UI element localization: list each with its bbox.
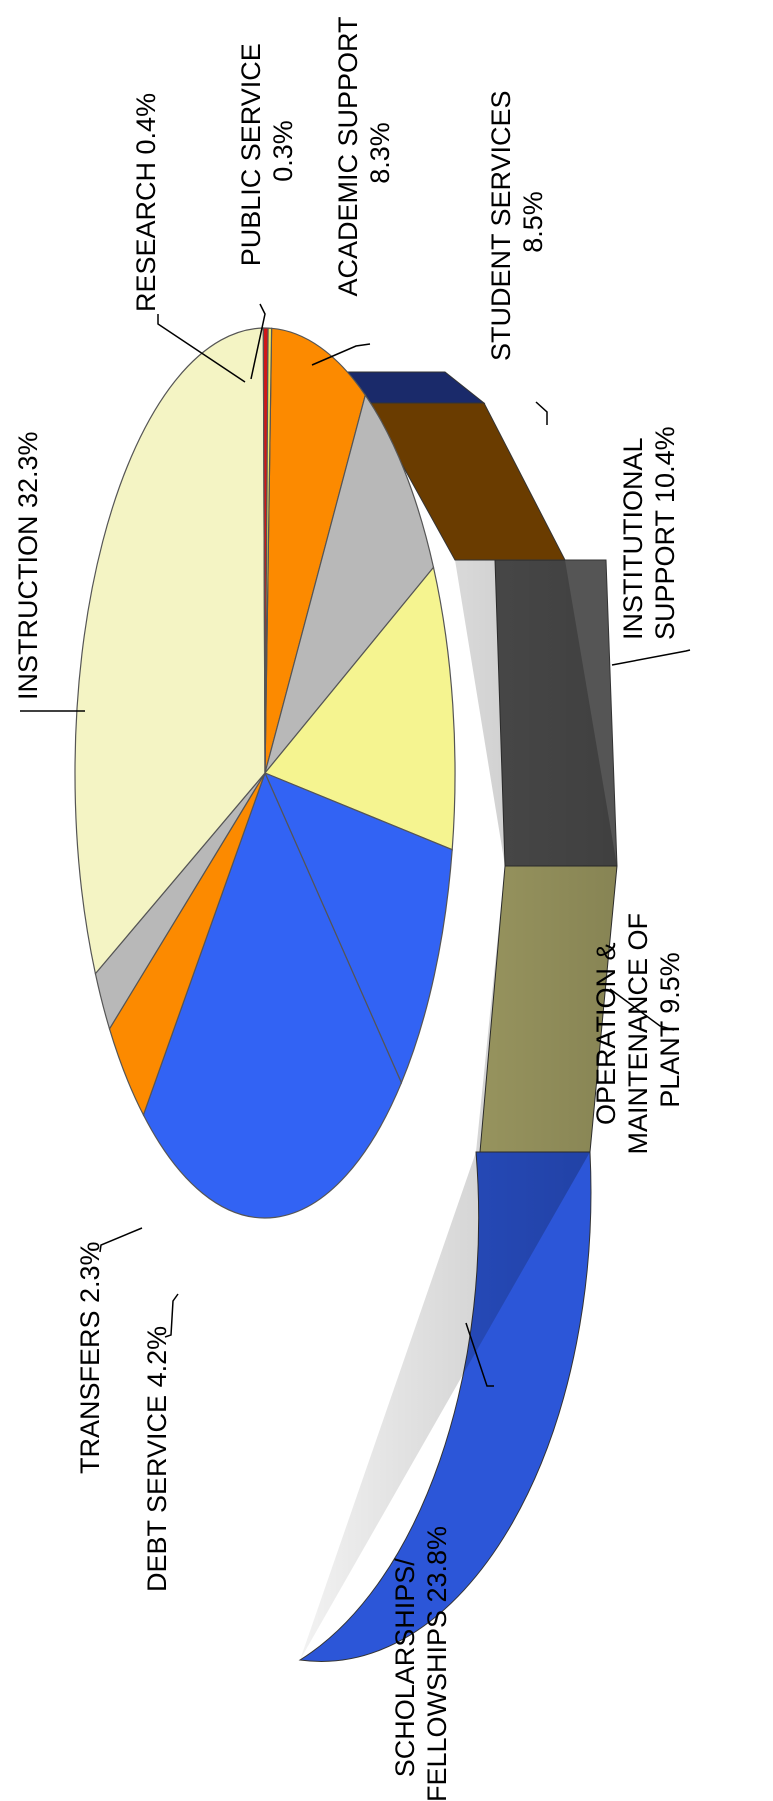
pie-top-face [74, 327, 456, 1219]
label-academic-line-1: ACADEMIC SUPPORT [333, 17, 363, 297]
leader-scholarships [465, 1322, 494, 1387]
leader-debt [164, 1293, 179, 1338]
label-instruction-line: INSTRUCTION 32.3% [13, 431, 43, 700]
slice-institutional-support [264, 566, 456, 851]
slice-instruction [74, 327, 266, 975]
label-research: RESEARCH 0.4% [131, 93, 161, 312]
depth-shading [300, 560, 617, 1660]
slice-public-service [264, 327, 273, 774]
leader-institutional [611, 649, 691, 666]
label-transfers-line: TRANSFERS 2.3% [75, 1241, 105, 1474]
pie-depth [298, 371, 618, 1662]
leader-operation [609, 988, 675, 1031]
slice-academic-support [264, 327, 366, 774]
leader-academic [311, 343, 371, 366]
leader-research [157, 314, 246, 383]
label-student-services: STUDENT SERVICES 8.5% [486, 83, 548, 361]
slice-operation-maintenance-of-plant [263, 771, 453, 1085]
leader-lines [20, 303, 691, 1387]
label-operation-line-2: MAINTENANCE OF [623, 913, 653, 1155]
slice-labels: INSTRUCTION 32.3% RESEARCH 0.4% PUBLIC S… [13, 9, 685, 1801]
label-academic-support: ACADEMIC SUPPORT 8.3% [333, 9, 395, 296]
label-public-service-line-1: PUBLIC SERVICE [236, 43, 266, 266]
label-operation-maintenance: OPERATION & MAINTENANCE OF PLANT 9.5% [591, 905, 685, 1154]
label-scholarships: SCHOLARSHIPS/ FELLOWSHIPS 23.8% [390, 1526, 452, 1801]
label-student-services-line-2: 8.5% [518, 191, 548, 253]
label-debt-service: DEBT SERVICE 4.2% [142, 1326, 172, 1592]
label-academic-line-2: 8.3% [365, 122, 395, 184]
slice-student-services [264, 393, 435, 774]
label-instruction: INSTRUCTION 32.3% [13, 431, 43, 700]
label-institutional-line-1: INSTITUTIONAL [618, 438, 648, 640]
label-public-service-line-2: 0.3% [268, 120, 298, 182]
label-operation-line-1: OPERATION & [591, 942, 621, 1125]
slice-scholarships-fellowships [142, 771, 403, 1219]
leader-student-services [535, 401, 548, 425]
label-scholarships-line-1: SCHOLARSHIPS/ [390, 1558, 420, 1778]
label-transfers: TRANSFERS 2.3% [75, 1241, 105, 1474]
label-operation-line-3: PLANT 9.5% [655, 952, 685, 1108]
label-institutional-support: INSTITUTIONAL SUPPORT 10.4% [618, 426, 680, 640]
label-public-service: PUBLIC SERVICE 0.3% [236, 36, 298, 267]
leader-transfers [99, 1227, 143, 1253]
label-debt-line: DEBT SERVICE 4.2% [142, 1326, 172, 1592]
leader-public-service [250, 303, 266, 380]
label-student-services-line-1: STUDENT SERVICES [486, 90, 516, 361]
label-institutional-line-2: SUPPORT 10.4% [650, 426, 680, 640]
label-research-line: RESEARCH 0.4% [131, 93, 161, 312]
label-scholarships-line-2: FELLOWSHIPS 23.8% [422, 1526, 452, 1801]
